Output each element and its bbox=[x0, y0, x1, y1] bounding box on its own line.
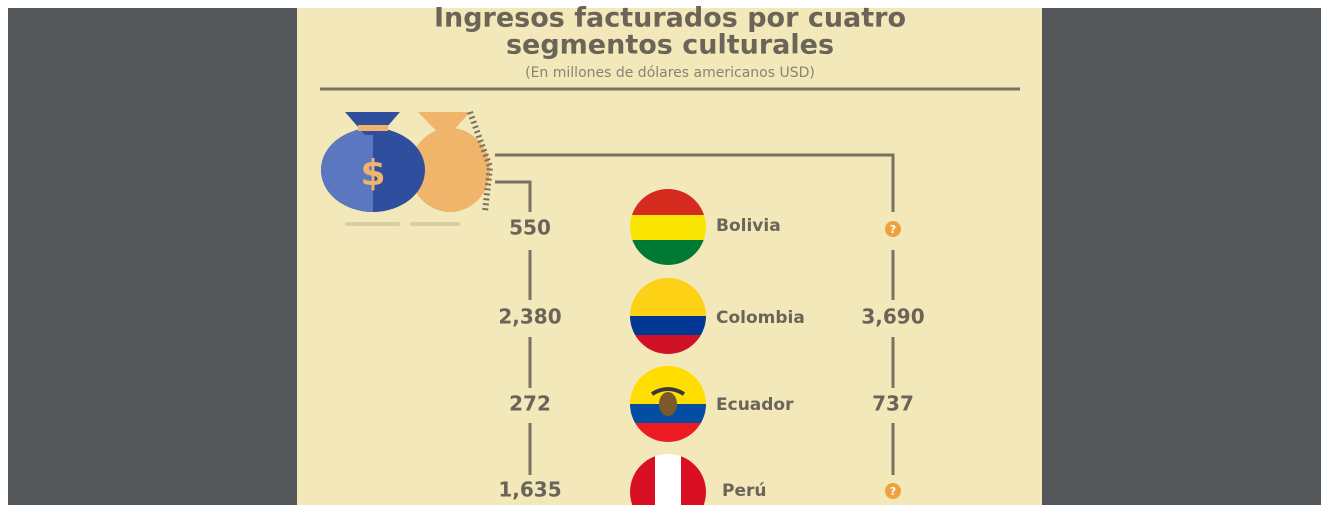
flag-colombia bbox=[630, 278, 706, 354]
right-value: ? bbox=[890, 485, 896, 498]
right-value: ? bbox=[890, 223, 896, 236]
right-value: 737 bbox=[872, 392, 914, 416]
left-value: 2,380 bbox=[498, 305, 561, 329]
left-value: 272 bbox=[509, 392, 551, 416]
flag-ecuador bbox=[630, 366, 706, 442]
country-name: Colombia bbox=[716, 308, 805, 328]
page: Ingresos facturados por cuatro segmentos… bbox=[0, 0, 1321, 505]
left-value: 550 bbox=[509, 216, 551, 240]
country-name: Ecuador bbox=[716, 395, 794, 415]
subtitle: (En millones de dólares americanos USD) bbox=[525, 65, 815, 81]
left-value: 1,635 bbox=[498, 478, 561, 502]
title: segmentos culturales bbox=[506, 30, 834, 61]
country-name: Perú bbox=[722, 481, 766, 501]
screen: Ingresos facturados por cuatro segmentos… bbox=[0, 0, 1321, 505]
country-name: Bolivia bbox=[716, 216, 781, 236]
right-value: 3,690 bbox=[861, 305, 924, 329]
svg-text:$: $ bbox=[360, 153, 385, 194]
